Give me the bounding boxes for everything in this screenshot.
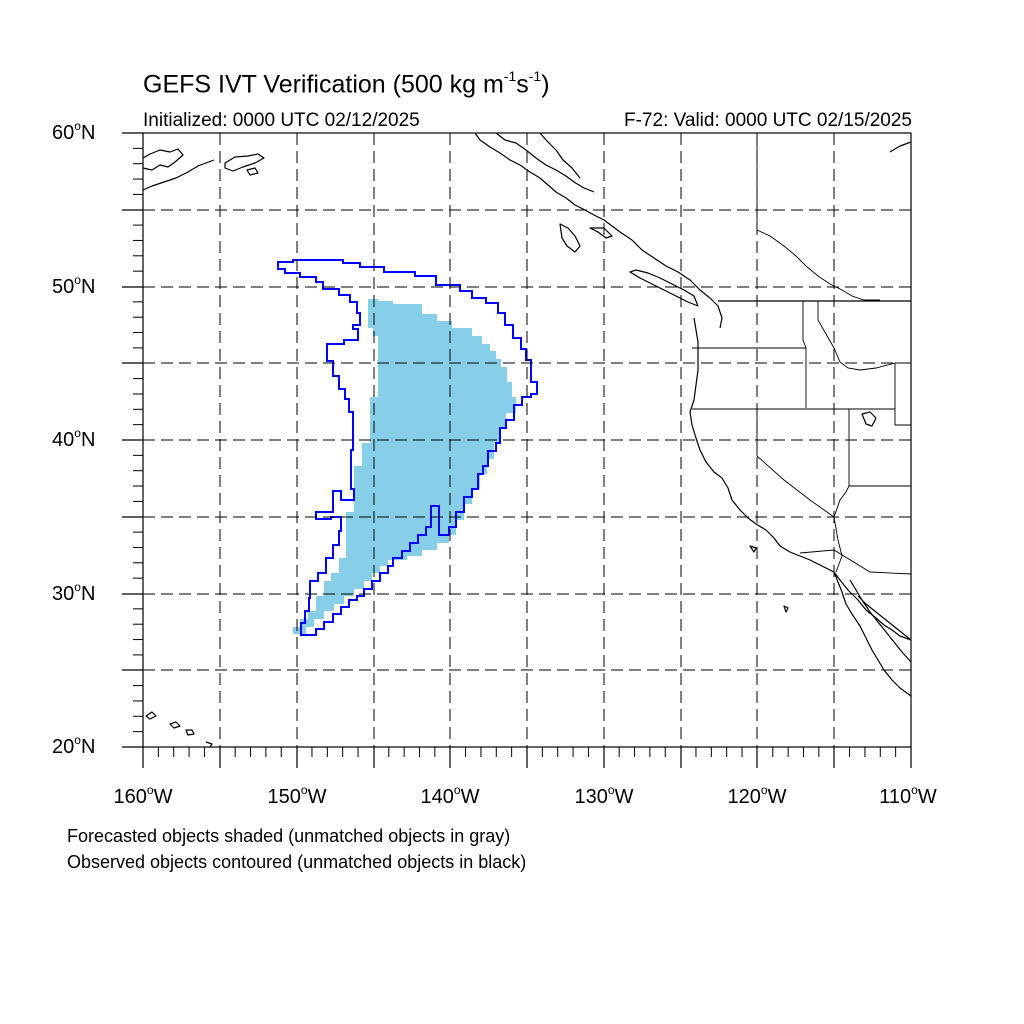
lon-label-160w: 160oW	[113, 783, 173, 808]
state-boundaries	[692, 133, 912, 575]
observed-ivt-contour	[277, 259, 538, 636]
axis-ticks	[122, 132, 912, 768]
lon-label-110w: 110oW	[879, 783, 937, 808]
lat-label-60n: 60oN	[52, 119, 96, 144]
lat-label-40n: 40oN	[52, 426, 96, 451]
lat-lon-grid	[143, 133, 911, 747]
lat-label-30n: 30oN	[52, 580, 96, 605]
init-time-label: Initialized: 0000 UTC 02/12/2025	[143, 110, 420, 131]
lon-label-130w: 130oW	[574, 783, 634, 808]
coastlines	[142, 132, 912, 748]
footnote-observed: Observed objects contoured (unmatched ob…	[67, 852, 527, 872]
page-title: GEFS IVT Verification (500 kg m-1s-1)	[143, 68, 550, 99]
valid-time-label: F-72: Valid: 0000 UTC 02/15/2025	[624, 110, 912, 131]
forecast-ivt-object	[293, 299, 516, 634]
axis-minor-ticks	[133, 147, 897, 757]
lon-label-140w: 140oW	[420, 783, 480, 808]
lon-label-150w: 150oW	[267, 783, 327, 808]
lat-label-50n: 50oN	[52, 273, 96, 298]
footnote-forecast: Forecasted objects shaded (unmatched obj…	[67, 826, 511, 846]
lat-label-20n: 20oN	[52, 733, 96, 758]
lon-label-120w: 120oW	[727, 783, 787, 808]
